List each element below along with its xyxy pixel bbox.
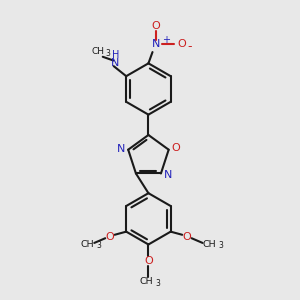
Text: N: N (152, 39, 160, 49)
Text: O: O (178, 39, 186, 49)
Text: CH: CH (81, 240, 94, 249)
Text: O: O (151, 21, 160, 32)
Text: N: N (164, 170, 172, 180)
Text: CH: CH (92, 47, 105, 56)
Text: 3: 3 (155, 279, 160, 288)
Text: H: H (112, 50, 119, 60)
Text: 3: 3 (106, 49, 110, 58)
Text: CH: CH (202, 240, 216, 249)
Text: 3: 3 (96, 241, 101, 250)
Text: O: O (182, 232, 191, 242)
Text: O: O (144, 256, 153, 266)
Text: N: N (117, 144, 125, 154)
Text: CH: CH (139, 277, 153, 286)
Text: O: O (171, 143, 180, 153)
Text: +: + (162, 34, 170, 45)
Text: -: - (187, 40, 192, 53)
Text: O: O (106, 232, 114, 242)
Text: 3: 3 (218, 241, 223, 250)
Text: N: N (111, 58, 119, 68)
